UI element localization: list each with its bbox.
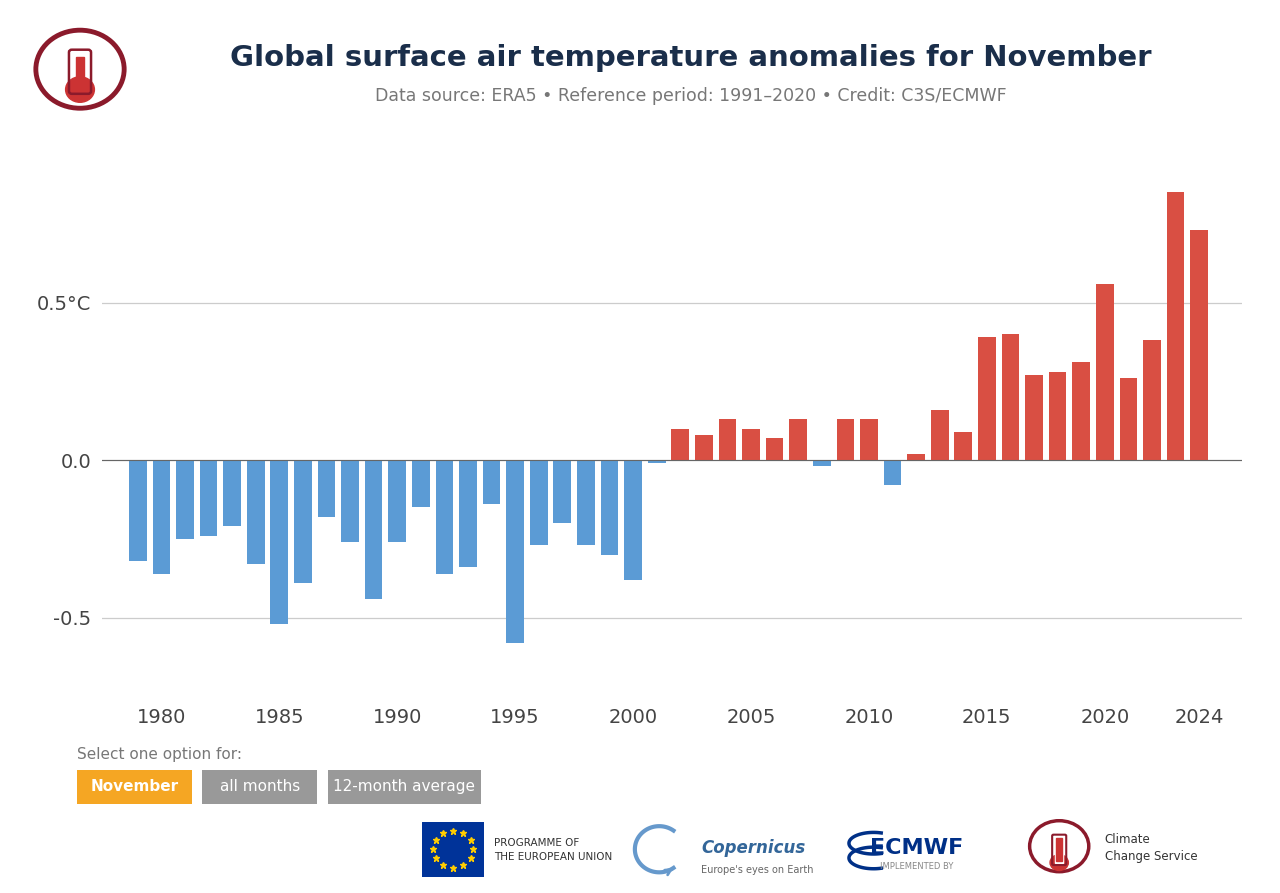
Bar [765,438,783,460]
Bar [342,460,358,542]
Bar [931,410,948,460]
Bar [742,429,760,460]
Bar [435,460,453,573]
Bar [790,419,806,460]
Bar [223,460,241,526]
Bar [1002,334,1019,460]
Bar [1120,379,1137,460]
Bar [600,460,618,555]
Bar [1055,837,1064,863]
Bar [672,429,689,460]
Bar [1025,375,1043,460]
Bar [695,435,713,460]
Bar [837,419,854,460]
Bar [553,460,571,523]
Bar [200,460,218,536]
Bar [129,460,147,561]
Bar [1096,284,1114,460]
Bar [177,460,193,539]
Bar [1056,839,1062,862]
Text: Europe's eyes on Earth: Europe's eyes on Earth [701,864,814,875]
Bar [648,460,666,463]
Circle shape [1050,855,1069,871]
Bar [577,460,595,546]
Text: 12-month average: 12-month average [334,780,475,794]
Bar [883,460,901,486]
Bar [152,460,170,573]
Bar [460,460,477,567]
Text: Select one option for:: Select one option for: [77,747,242,762]
Bar [365,460,383,599]
Bar [73,54,87,89]
Bar [530,460,548,546]
Bar [1166,192,1184,460]
Text: November: November [91,780,178,794]
Text: PROGRAMME OF
THE EUROPEAN UNION: PROGRAMME OF THE EUROPEAN UNION [494,839,612,862]
Bar [1190,230,1208,460]
Bar [483,460,500,505]
Bar [247,460,265,564]
Text: all months: all months [220,780,300,794]
Bar [270,460,288,624]
Bar [1143,340,1161,460]
Text: Climate
Change Service: Climate Change Service [1105,833,1197,864]
Bar [978,338,996,460]
Bar [955,432,972,460]
Bar [388,460,406,542]
Bar [507,460,524,643]
Bar [813,460,831,466]
Circle shape [65,77,95,103]
Bar [1048,371,1066,460]
Bar [412,460,430,507]
Text: IMPLEMENTED BY: IMPLEMENTED BY [879,862,954,871]
Text: Copernicus: Copernicus [701,839,805,857]
Text: ECMWF: ECMWF [870,839,963,858]
Bar [76,57,84,88]
Bar [317,460,335,517]
Bar [908,454,925,460]
Bar [718,419,736,460]
Text: Data source: ERA5 • Reference period: 1991–2020 • Credit: C3S/ECMWF: Data source: ERA5 • Reference period: 19… [375,87,1007,104]
Bar [860,419,878,460]
Bar [1073,363,1091,460]
Bar [294,460,312,583]
Bar [625,460,643,580]
Text: Global surface air temperature anomalies for November: Global surface air temperature anomalies… [230,44,1152,72]
